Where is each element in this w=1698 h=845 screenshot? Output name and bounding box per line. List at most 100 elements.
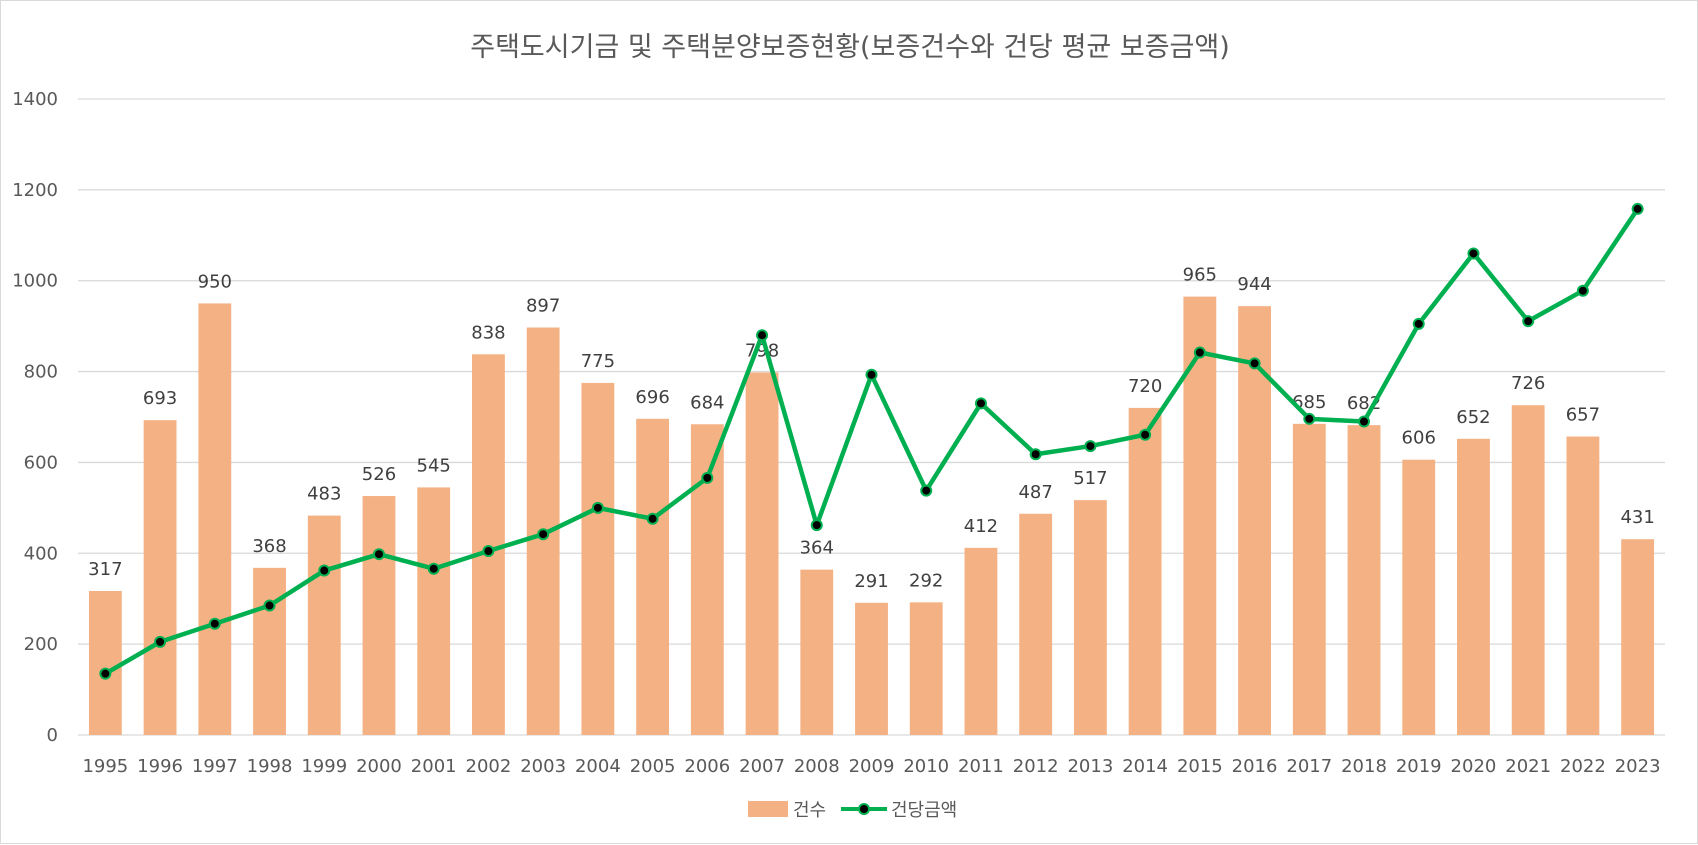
bar-data-label: 838 <box>471 322 505 343</box>
x-tick-label: 2015 <box>1177 756 1223 777</box>
bar <box>1347 425 1381 735</box>
bar-data-label: 657 <box>1566 405 1600 426</box>
line-point <box>1248 357 1261 370</box>
line-point <box>1358 415 1371 428</box>
bar-data-label: 897 <box>526 296 560 317</box>
x-tick-label: 2021 <box>1505 756 1551 777</box>
bar <box>417 487 451 735</box>
bar <box>1457 438 1490 735</box>
bar <box>307 515 341 735</box>
x-tick-label: 2002 <box>466 756 512 777</box>
bar <box>253 567 286 735</box>
bar <box>636 418 670 735</box>
bar-data-label: 517 <box>1073 468 1107 489</box>
line-point <box>318 564 331 577</box>
line-point <box>920 484 933 497</box>
bar-data-label: 412 <box>964 516 998 537</box>
x-tick-label: 2017 <box>1286 756 1332 777</box>
x-tick-label: 2005 <box>630 756 676 777</box>
x-tick-label: 1999 <box>301 756 347 777</box>
bar-data-label: 798 <box>745 340 779 361</box>
line-point <box>208 617 221 630</box>
x-tick-label: 2011 <box>958 756 1004 777</box>
bar <box>1128 407 1162 735</box>
x-tick-label: 2013 <box>1067 756 1113 777</box>
bar <box>143 420 177 735</box>
bar-data-label: 317 <box>88 559 122 580</box>
legend-label-amount: 건당금액 <box>891 800 957 821</box>
y-tick-label: 200 <box>24 634 58 655</box>
bar <box>88 590 122 735</box>
x-tick-label: 1997 <box>192 756 238 777</box>
line-point <box>1522 315 1535 328</box>
legend-label-count: 건수 <box>793 800 826 821</box>
line-point <box>865 368 878 381</box>
bar <box>362 496 396 735</box>
x-tick-label: 2004 <box>575 756 621 777</box>
line-series <box>99 202 1644 680</box>
bar <box>1511 405 1545 735</box>
y-tick-label: 1200 <box>12 180 58 201</box>
legend-bar-swatch <box>748 801 788 817</box>
line-point <box>810 519 823 532</box>
bar-data-label: 720 <box>1128 376 1162 397</box>
bar-series <box>88 296 1655 735</box>
line-point <box>1139 428 1152 441</box>
x-tick-label: 2019 <box>1396 756 1442 777</box>
bar-data-label: 483 <box>307 484 341 505</box>
bar-data-label: 292 <box>909 570 943 591</box>
line-point <box>537 528 550 541</box>
line-point <box>263 599 276 612</box>
x-tick-label: 1996 <box>137 756 183 777</box>
bar-data-label: 726 <box>1511 373 1545 394</box>
x-tick-label: 2007 <box>739 756 785 777</box>
bar-data-label: 487 <box>1018 482 1052 503</box>
line-point <box>1412 317 1425 330</box>
bar <box>1292 423 1326 735</box>
bar <box>1621 539 1655 735</box>
line-point <box>1084 440 1097 453</box>
y-tick-label: 0 <box>47 725 58 746</box>
x-tick-label: 2016 <box>1232 756 1278 777</box>
bar-data-label: 368 <box>252 536 286 557</box>
bar <box>800 569 834 735</box>
bar-data-label: 364 <box>800 538 834 559</box>
bar-data-label: 950 <box>198 271 232 292</box>
bar <box>964 547 998 735</box>
bar <box>198 303 232 735</box>
line-point <box>646 512 659 525</box>
bar <box>1019 513 1053 735</box>
x-tick-label: 2012 <box>1013 756 1059 777</box>
line-point <box>1467 247 1480 260</box>
line-point <box>1631 202 1644 215</box>
bar-data-label: 696 <box>635 387 669 408</box>
x-tick-label: 2000 <box>356 756 402 777</box>
line-point <box>1193 346 1206 359</box>
x-tick-label: 1998 <box>247 756 293 777</box>
bar-data-label: 545 <box>417 455 451 476</box>
x-tick-label: 2018 <box>1341 756 1387 777</box>
line-point <box>482 545 495 558</box>
line-point <box>1576 284 1589 297</box>
bar-data-label: 693 <box>143 388 177 409</box>
bar <box>745 372 779 735</box>
x-tick-label: 2023 <box>1615 756 1661 777</box>
bar <box>472 354 505 735</box>
line-point <box>372 548 385 561</box>
x-tick-label: 2003 <box>520 756 566 777</box>
bar <box>1566 436 1600 735</box>
bar-data-labels: 317 693 950 368 483 526 545 838 897 775 696 684 798 3… <box>88 265 1655 592</box>
x-tick-label: 2006 <box>684 756 730 777</box>
x-tick-label: 1995 <box>82 756 128 777</box>
bar <box>690 424 724 735</box>
bar <box>909 602 943 735</box>
bar <box>581 382 615 735</box>
x-tick-label: 2020 <box>1451 756 1497 777</box>
legend-line-marker <box>858 803 870 815</box>
x-tick-label: 2009 <box>849 756 895 777</box>
bar-data-label: 775 <box>581 351 615 372</box>
bar <box>1402 459 1436 735</box>
x-tick-label: 2022 <box>1560 756 1606 777</box>
